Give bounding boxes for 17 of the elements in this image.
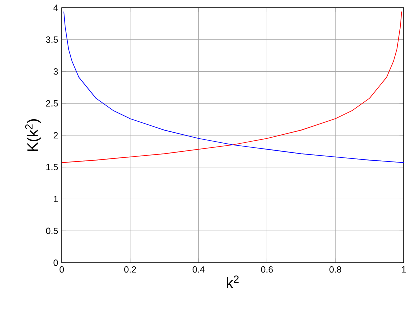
x-tick-label: 0.2 bbox=[124, 266, 136, 273]
y-tick-label: 4 bbox=[54, 4, 58, 12]
y-axis-title: K(k$^{2}$) bbox=[25, 120, 42, 152]
y-tick-label: 3.5 bbox=[46, 36, 58, 44]
y-tick-label: 0 bbox=[54, 260, 58, 266]
x-axis-title: k$^{2}$ bbox=[227, 276, 239, 288]
x-tick-label: 0.4 bbox=[192, 266, 205, 273]
x-tick-label: 0.8 bbox=[330, 266, 342, 273]
x-tick-label: 1 bbox=[402, 266, 406, 273]
y-tick-label: 3 bbox=[54, 68, 58, 75]
x-tick-label: 0 bbox=[60, 266, 64, 273]
y-tick-label: 2.5 bbox=[46, 100, 58, 107]
y-tick-label: 0.5 bbox=[46, 228, 58, 234]
y-tick-label: 2 bbox=[54, 132, 58, 139]
x-tick-label: 0.6 bbox=[261, 266, 274, 273]
y-tick-label: 1.5 bbox=[46, 164, 58, 171]
y-tick-label: 1 bbox=[54, 196, 58, 202]
